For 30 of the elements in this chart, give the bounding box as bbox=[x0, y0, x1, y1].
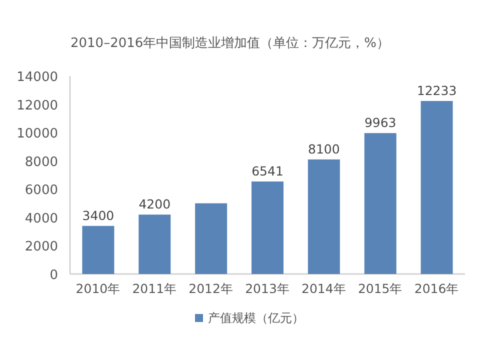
legend-label: 产值规模（亿元） bbox=[208, 311, 304, 325]
data-label: 12233 bbox=[416, 82, 457, 98]
title: 2010–2016年中国制造业增加值（单位：万亿元，%） bbox=[70, 36, 390, 51]
x-tick-label: 2014年 bbox=[302, 281, 346, 296]
data-label: 9963 bbox=[364, 115, 396, 130]
x-tick-label: 2015年 bbox=[358, 281, 403, 296]
y-tick-label: 10000 bbox=[16, 126, 58, 142]
x-tick-label: 2011年 bbox=[132, 281, 178, 296]
y-tick-label: 2000 bbox=[24, 240, 58, 255]
y-tick-label: 14000 bbox=[16, 70, 58, 85]
x-tick-label: 2016年 bbox=[414, 281, 460, 296]
data-label: 6541 bbox=[252, 163, 284, 178]
y-tick-label: 0 bbox=[50, 268, 58, 283]
y-tick-label: 8000 bbox=[24, 154, 58, 170]
data-label: 3400 bbox=[82, 208, 114, 223]
data-label: 4200 bbox=[138, 196, 171, 212]
bar bbox=[82, 226, 114, 274]
bar bbox=[138, 214, 171, 274]
y-tick-label: 12000 bbox=[16, 98, 58, 114]
x-tick-label: 2013年 bbox=[245, 281, 290, 296]
bar bbox=[252, 181, 284, 274]
bar bbox=[195, 203, 228, 274]
bar bbox=[364, 133, 396, 274]
x-tick-label: 2010年 bbox=[76, 281, 121, 296]
y-tick-label: 4000 bbox=[24, 211, 58, 226]
x-tick-label: 2012年 bbox=[188, 281, 234, 296]
bar bbox=[308, 159, 340, 274]
y-tick-label: 6000 bbox=[24, 183, 58, 198]
data-label: 8100 bbox=[308, 141, 340, 156]
bar bbox=[420, 100, 453, 274]
